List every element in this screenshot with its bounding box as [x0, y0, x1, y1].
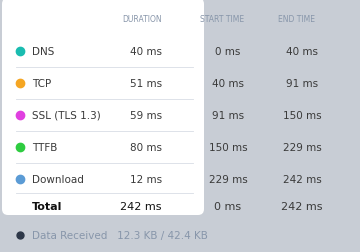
- Text: Download: Download: [32, 174, 84, 184]
- Text: END TIME: END TIME: [278, 15, 315, 24]
- Text: 80 ms: 80 ms: [130, 142, 162, 152]
- Text: 229 ms: 229 ms: [283, 142, 321, 152]
- Text: 40 ms: 40 ms: [286, 47, 318, 57]
- Text: 40 ms: 40 ms: [130, 47, 162, 57]
- Text: 242 ms: 242 ms: [281, 201, 323, 211]
- Text: DURATION: DURATION: [122, 15, 162, 24]
- Text: 40 ms: 40 ms: [212, 79, 244, 89]
- Text: 51 ms: 51 ms: [130, 79, 162, 89]
- Text: START TIME: START TIME: [200, 15, 244, 24]
- Text: 242 ms: 242 ms: [283, 174, 321, 184]
- Text: 0 ms: 0 ms: [215, 47, 241, 57]
- Text: TCP: TCP: [32, 79, 51, 89]
- Text: SSL (TLS 1.3): SSL (TLS 1.3): [32, 111, 101, 120]
- Text: 242 ms: 242 ms: [121, 201, 162, 211]
- Text: 150 ms: 150 ms: [209, 142, 247, 152]
- FancyBboxPatch shape: [2, 0, 204, 215]
- Text: 150 ms: 150 ms: [283, 111, 321, 120]
- Text: 91 ms: 91 ms: [212, 111, 244, 120]
- Text: Total: Total: [32, 201, 62, 211]
- Text: TTFB: TTFB: [32, 142, 57, 152]
- Text: 59 ms: 59 ms: [130, 111, 162, 120]
- Text: 91 ms: 91 ms: [286, 79, 318, 89]
- Text: 0 ms: 0 ms: [215, 201, 242, 211]
- Text: 229 ms: 229 ms: [209, 174, 247, 184]
- Text: DNS: DNS: [32, 47, 54, 57]
- Text: Data Received   12.3 KB / 42.4 KB: Data Received 12.3 KB / 42.4 KB: [32, 230, 208, 240]
- Text: 12 ms: 12 ms: [130, 174, 162, 184]
